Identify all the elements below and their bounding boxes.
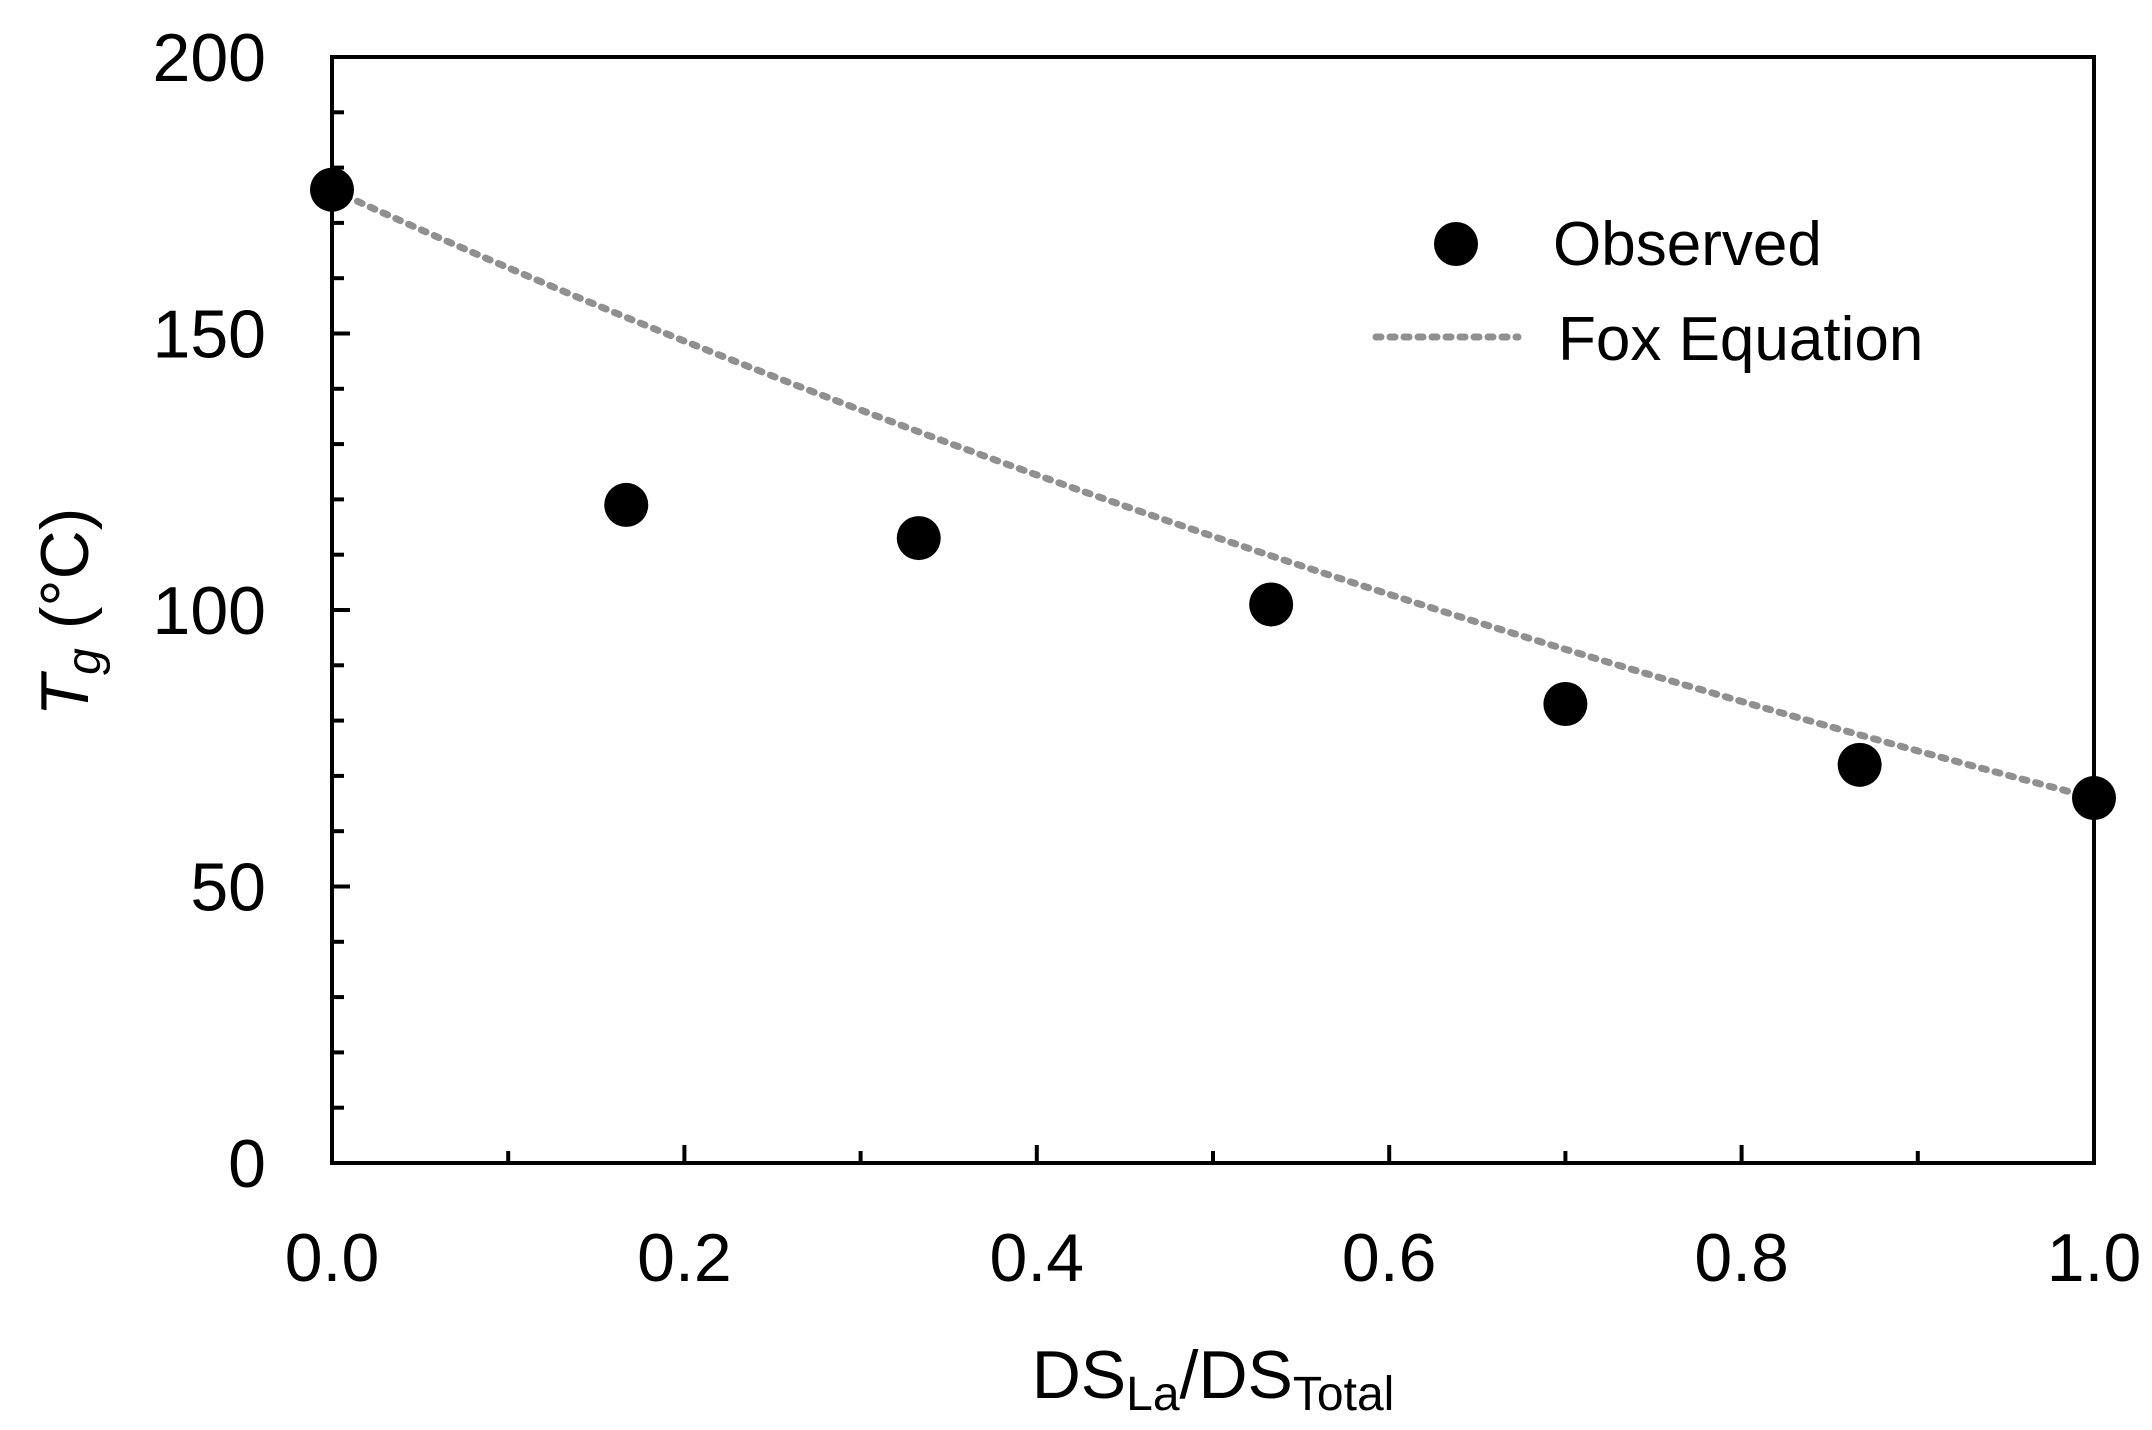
observed-point: [1543, 682, 1588, 727]
x-axis-title: DSLa/DSTotal: [1032, 1337, 1395, 1421]
x-axis-ticks: [330, 1145, 2096, 1163]
observed-point: [1249, 582, 1294, 627]
x-title-slash: /: [1180, 1337, 1199, 1413]
y-axis-title: Tg (°C): [27, 508, 111, 717]
x-tick-label: 1.0: [2047, 1220, 2142, 1296]
x-axis-tick-labels: 0.0 0.2 0.4 0.6 0.8 1.0: [285, 1220, 2142, 1296]
legend: Observed Fox Equation: [1372, 210, 1923, 374]
plot-frame: [330, 55, 2096, 1165]
observed-point: [896, 516, 941, 561]
y-tick-label: 100: [153, 573, 266, 649]
legend-observed-label: Observed: [1553, 210, 1822, 279]
x-title-sub1: La: [1126, 1368, 1180, 1421]
y-tick-label: 50: [190, 850, 266, 926]
y-axis-tick-labels: 0 50 100 150 200: [153, 20, 266, 1202]
y-tick-label: 200: [153, 20, 266, 96]
y-title-symbol: T: [27, 670, 103, 716]
observed-point: [1837, 742, 1882, 787]
x-tick-label: 0.6: [1342, 1220, 1437, 1296]
y-axis-ticks: [332, 55, 350, 1165]
x-tick-label: 0.0: [285, 1220, 380, 1296]
y-title-sub: g: [58, 648, 111, 675]
y-tick-label: 0: [228, 1126, 266, 1202]
legend-fox-label: Fox Equation: [1558, 305, 1923, 374]
observed-point: [604, 482, 649, 527]
y-tick-label: 150: [153, 297, 266, 373]
x-tick-label: 0.2: [637, 1220, 732, 1296]
legend-observed-marker: [1434, 222, 1478, 266]
x-tick-label: 0.8: [1694, 1220, 1789, 1296]
x-title-sub2: Total: [1293, 1368, 1394, 1421]
observed-points: [310, 167, 2116, 821]
y-title-unit: (°C): [27, 508, 103, 648]
x-tick-label: 0.4: [990, 1220, 1085, 1296]
observed-point: [310, 167, 354, 212]
x-title-main1: DS: [1032, 1337, 1126, 1413]
observed-point: [2072, 776, 2116, 821]
x-title-main2: DS: [1198, 1337, 1292, 1413]
fox-equation-line: [328, 186, 2098, 802]
